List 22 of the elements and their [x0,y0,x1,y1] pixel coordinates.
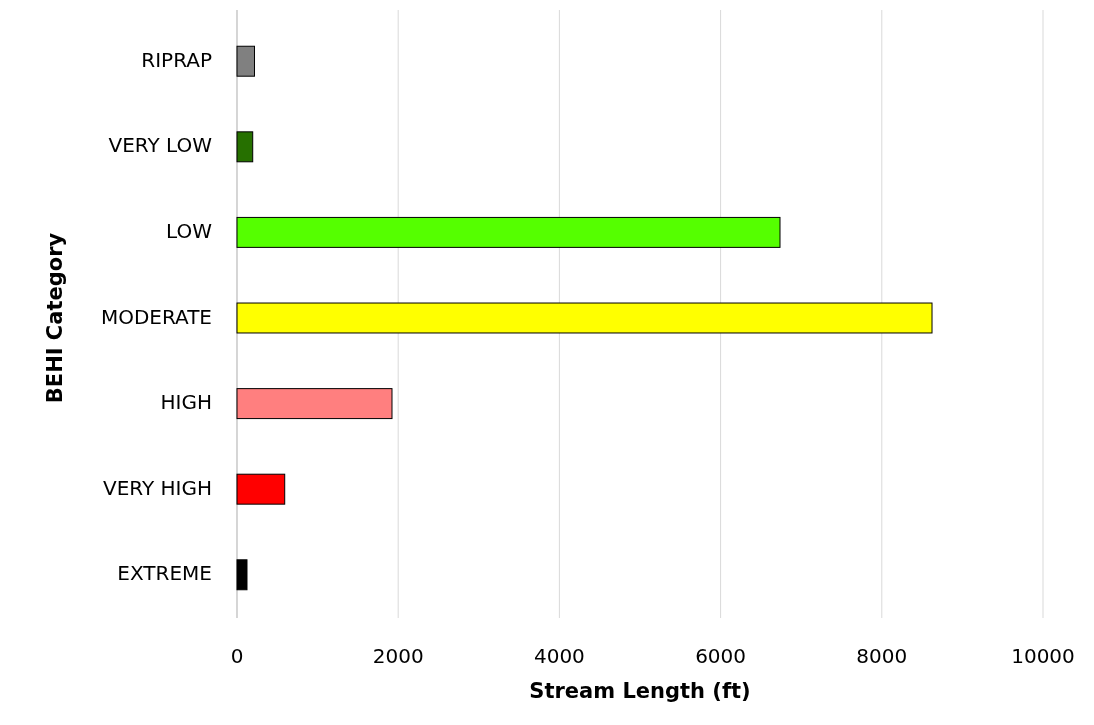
x-tick-label: 8000 [856,644,908,668]
bar [236,302,933,334]
bar [236,559,248,591]
y-tick-label: LOW [166,218,213,243]
y-tick-label: VERY HIGH [103,475,212,500]
x-tick-label: 4000 [533,644,585,668]
bar [236,45,255,77]
y-tick-label: RIPRAP [141,47,212,72]
y-tick-label: MODERATE [100,304,212,329]
bar [236,388,393,420]
y-axis-title: BEHI Category [43,232,67,404]
x-axis-title: Stream Length (ft) [529,679,751,703]
bar [236,131,254,163]
bar [236,216,781,248]
y-tick-label: VERY LOW [108,133,213,158]
x-tick-label: 2000 [372,644,424,668]
x-tick-label: 10000 [1011,644,1075,668]
y-tick-label: EXTREME [117,561,212,586]
bar [236,473,286,505]
x-tick-label: 6000 [695,644,747,668]
y-tick-label: HIGH [160,390,212,415]
x-tick-label: 0 [230,644,244,668]
